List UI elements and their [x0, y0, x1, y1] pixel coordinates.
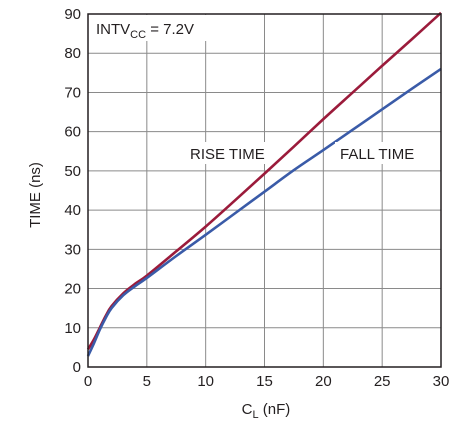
x-axis-label-sub: L [253, 409, 259, 421]
x-tick-label-6: 30 [433, 373, 450, 390]
y-tick-label-0: 0 [73, 359, 81, 376]
series-line-fall-time [86, 67, 442, 357]
condition-prefix: INTV [96, 21, 130, 38]
x-tick-label-4: 20 [315, 373, 332, 390]
condition-box [90, 15, 208, 41]
series-layer [86, 11, 442, 357]
y-tick-label-9: 90 [64, 6, 81, 23]
condition-suffix: = 7.2V [146, 21, 194, 38]
x-tick-label-3: 15 [256, 373, 273, 390]
y-axis-label: TIME (ns) [27, 162, 44, 228]
grid [88, 14, 441, 367]
fall-label-box [335, 142, 427, 164]
plot-frame [87, 13, 442, 368]
x-tick-label-5: 25 [374, 373, 391, 390]
tick-labels: 0 5 10 15 20 25 30 0 10 20 30 40 50 60 70 80 90 [64, 6, 449, 390]
x-tick-label-2: 10 [197, 373, 214, 390]
condition-sub: CC [130, 29, 146, 41]
x-tick-label-1: 5 [143, 373, 151, 390]
y-tick-label-7: 70 [64, 84, 81, 101]
rise-label-box [186, 142, 272, 164]
condition-annotation: INTVCC = 7.2V [96, 21, 194, 41]
y-tick-label-5: 50 [64, 163, 81, 180]
y-tick-label-8: 80 [64, 45, 81, 62]
y-tick-label-6: 60 [64, 124, 81, 141]
y-tick-label-1: 10 [64, 320, 81, 337]
x-axis-label-unit: (nF) [259, 401, 291, 418]
y-tick-label-3: 30 [64, 241, 81, 258]
x-axis-label: CL (nF) [242, 401, 291, 421]
x-tick-label-0: 0 [84, 373, 92, 390]
y-tick-label-4: 40 [64, 202, 81, 219]
fall-time-label: FALL TIME [340, 146, 414, 163]
x-axis-label-main: C [242, 401, 253, 418]
y-tick-label-2: 20 [64, 281, 81, 298]
rise-time-label: RISE TIME [190, 146, 265, 163]
